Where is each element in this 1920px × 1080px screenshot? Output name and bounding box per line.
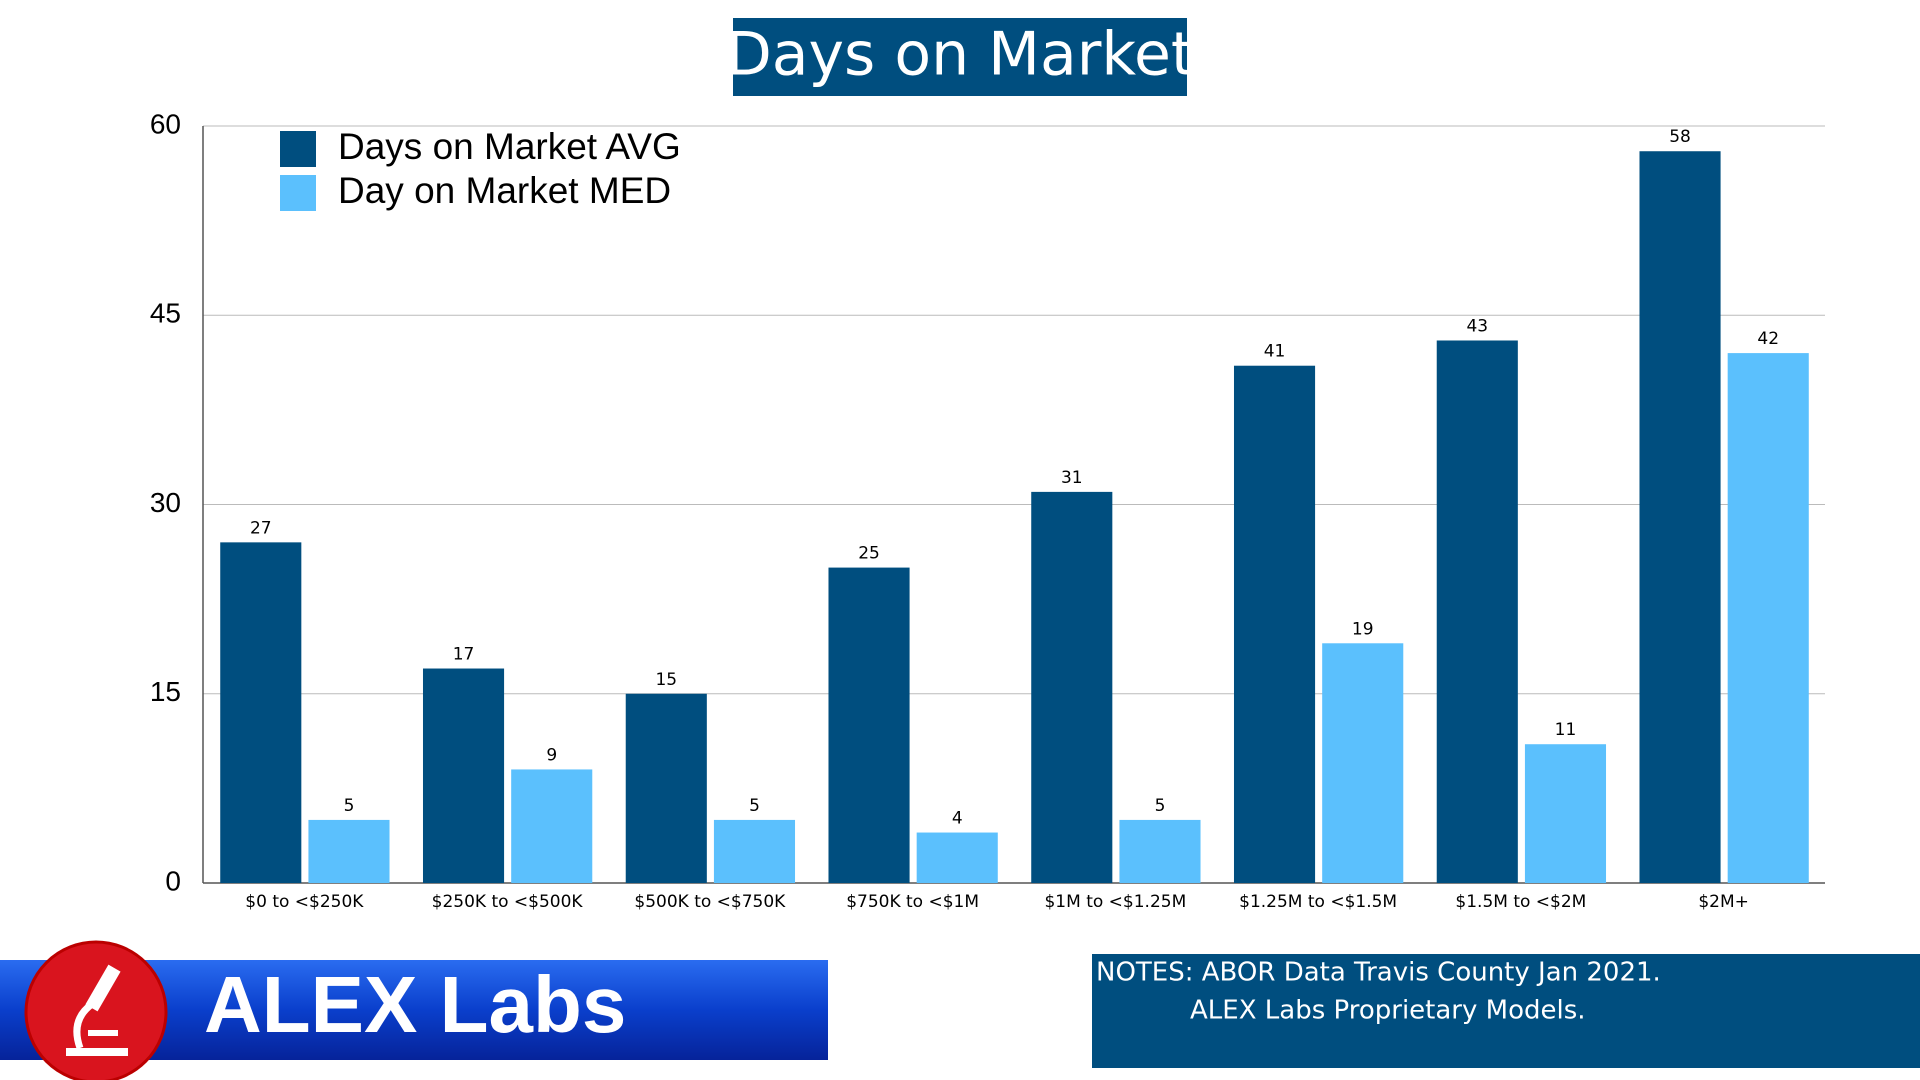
logo-microscope — [66, 964, 128, 1056]
y-tick-label: 45 — [150, 298, 181, 329]
bar — [1119, 819, 1201, 883]
bar — [308, 819, 390, 883]
data-label: 43 — [1466, 316, 1488, 336]
legend-label: Day on Market MED — [338, 170, 671, 211]
notes-line: NOTES: ABOR Data Travis County Jan 2021. — [1096, 958, 1661, 988]
bar — [713, 819, 796, 883]
x-tick-label: $0 to <$250K — [245, 892, 364, 912]
x-tick-label: $1.5M to <$2M — [1455, 892, 1586, 912]
data-label: 5 — [344, 796, 355, 816]
bar — [1436, 340, 1518, 883]
data-label: 9 — [546, 745, 557, 765]
y-tick-label: 15 — [150, 676, 181, 707]
bar — [1727, 353, 1809, 884]
chart-title: Days on Market — [726, 20, 1195, 90]
legend-label: Days on Market AVG — [338, 126, 681, 167]
bar — [625, 693, 707, 883]
y-tick-label: 30 — [150, 487, 181, 518]
data-label: 31 — [1061, 468, 1083, 488]
bar — [511, 769, 593, 883]
data-label: 27 — [250, 518, 272, 538]
data-label: 58 — [1669, 127, 1691, 147]
bar — [1322, 643, 1404, 883]
x-tick-label: $2M+ — [1698, 892, 1749, 912]
data-label: 15 — [655, 670, 677, 690]
data-label: 4 — [952, 809, 963, 829]
data-label: 42 — [1757, 329, 1779, 349]
x-tick-label: $1.25M to <$1.5M — [1239, 892, 1397, 912]
bar — [1524, 744, 1607, 883]
logo-circle — [24, 940, 168, 1080]
bar — [422, 668, 505, 883]
data-label: 25 — [858, 544, 880, 564]
bar — [1233, 365, 1316, 883]
y-tick-label: 0 — [165, 865, 181, 896]
data-label: 5 — [1155, 796, 1166, 816]
data-label: 19 — [1352, 619, 1374, 639]
x-tick-label: $500K to <$750K — [634, 892, 786, 912]
y-tick-label: 60 — [150, 108, 181, 139]
legend-swatch — [280, 175, 316, 211]
notes-box — [1092, 954, 1920, 1068]
bar — [828, 567, 910, 883]
x-tick-label: $1M to <$1.25M — [1044, 892, 1186, 912]
data-label: 17 — [453, 645, 475, 665]
title-box — [733, 18, 1187, 96]
legend-swatch — [280, 131, 316, 167]
x-tick-label: $250K to <$500K — [432, 892, 584, 912]
data-label: 5 — [749, 796, 760, 816]
bar — [1031, 491, 1113, 883]
notes-line: ALEX Labs Proprietary Models. — [1190, 996, 1586, 1026]
x-tick-label: $750K to <$1M — [846, 892, 979, 912]
bar — [916, 832, 998, 883]
brand-name: ALEX Labs — [204, 960, 626, 1049]
data-label: 41 — [1264, 342, 1286, 362]
bar — [220, 542, 302, 883]
bar — [1639, 151, 1721, 883]
data-label: 11 — [1555, 720, 1577, 740]
